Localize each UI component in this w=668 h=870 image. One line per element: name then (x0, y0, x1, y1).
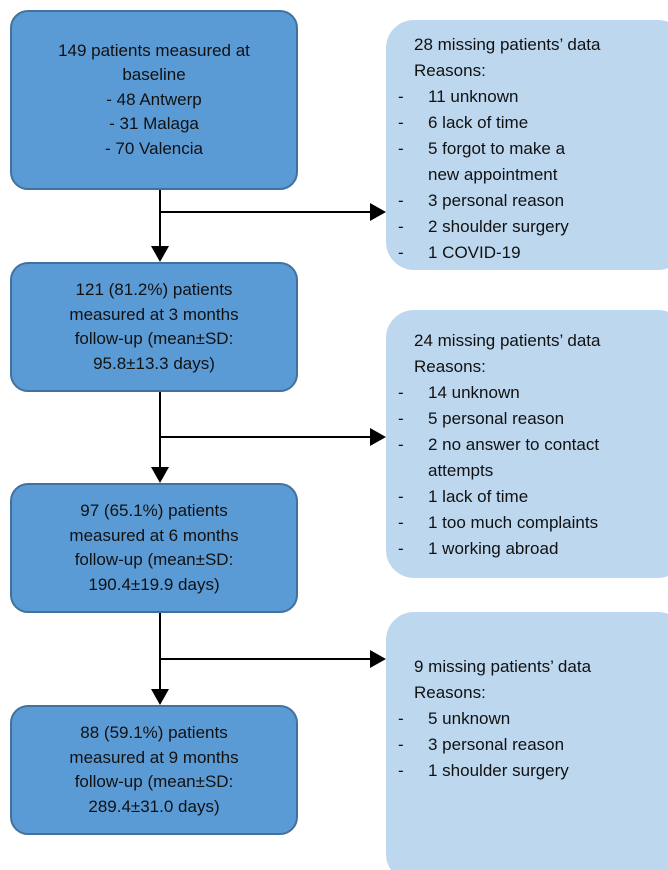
stage-text: measured at 3 months (69, 304, 239, 324)
reason-text: 3 personal reason (428, 188, 564, 214)
reason-line: 6 lack of time (428, 113, 529, 132)
bullet: - (398, 513, 404, 532)
reason-line: 2 shoulder surgery (428, 217, 569, 236)
reasons-label: Reasons: (414, 61, 486, 80)
missing-title: 24 missing patients’ data (414, 331, 601, 350)
reason-text: 5 personal reason (428, 406, 564, 432)
stage-text: - 31 Malaga (109, 114, 199, 134)
reason-item: - 14 unknown (398, 380, 668, 406)
stage-box: 149 patients measured at baseline - 48 Ant… (10, 10, 298, 190)
stage-text: measured at 9 months (69, 747, 239, 767)
reason-line: attempts (428, 461, 494, 480)
stage-text: baseline (122, 65, 186, 85)
reason-item: - 5 personal reason (398, 406, 668, 432)
stage-text: 289.4±31.0 days) (88, 796, 220, 816)
bullet: - (398, 435, 404, 454)
bullet: - (398, 761, 404, 780)
missing-title: 28 missing patients’ data (414, 35, 601, 54)
bullet: - (398, 217, 404, 236)
reason-line: 5 personal reason (428, 409, 565, 428)
stage-text: 121 (81.2%) patients (75, 280, 233, 299)
bullet: - (398, 113, 404, 132)
reason-line: 11 unknown (428, 87, 519, 106)
stage-text: follow-up (mean±SD: (74, 772, 234, 791)
reason-line: 1 working abroad (428, 539, 559, 558)
reason-line: 5 forgot to make a (428, 139, 566, 158)
stage-box: 97 (65.1%) patients measured at 6 months f… (10, 483, 298, 613)
reason-item: - 11 unknown (398, 84, 668, 110)
stage-text: follow-up (mean±SD: (74, 329, 234, 348)
stage-text: - 70 Valencia (105, 138, 203, 158)
reason-item: - 6 lack of time (398, 110, 668, 136)
stage-text: measured at 6 months (69, 525, 239, 545)
reason-text: 11 unknown (428, 84, 518, 110)
stage-box: 88 (59.1%) patients measured at 9 months f… (10, 705, 298, 835)
missing-title: 9 missing patients’ data (414, 657, 592, 676)
stage-text: 95.8±13.3 days) (93, 353, 215, 373)
reason-item: - 5 unknown (398, 706, 668, 732)
reasons-label: Reasons: (414, 683, 486, 702)
reason-item: - 3 personal reason (398, 188, 668, 214)
reason-item: - 1 working abroad (398, 536, 668, 562)
reason-text: 1 lack of time (428, 484, 528, 510)
reason-item: - 1 shoulder surgery (398, 758, 668, 784)
reason-item: - 1 COVID-19 (398, 240, 668, 266)
reason-text: 1 too much complaints (428, 510, 598, 536)
reason-line: 1 shoulder surgery (428, 761, 569, 780)
stage-text: 88 (59.1%) patients (80, 723, 228, 742)
bullet: - (398, 383, 404, 402)
bullet: - (398, 539, 404, 558)
reason-item: - 2 shoulder surgery (398, 214, 668, 240)
bullet: - (398, 487, 404, 506)
reason-line: 1 lack of time (428, 487, 529, 506)
reason-text: 6 lack of time (428, 110, 528, 136)
reasons-label: Reasons: (414, 357, 486, 376)
bullet: - (398, 409, 404, 428)
missing-box: 9 missing patients’ data Reasons: -5 unkno… (386, 612, 668, 870)
reason-line: 5 unknown (428, 709, 511, 728)
reason-text: 2 shoulder surgery (428, 214, 569, 240)
reason-item: - 1 too much complaints (398, 510, 668, 536)
reason-text: 5 forgot to make a new appointment (428, 136, 565, 188)
missing-box: 28 missing patients’ data Reasons: -11 unk… (386, 20, 668, 270)
reason-text: 1 shoulder surgery (428, 758, 569, 784)
reason-text: 1 COVID-19 (428, 240, 521, 266)
reason-line: 1 COVID-19 (428, 243, 521, 262)
reason-text: 5 unknown (428, 706, 510, 732)
reason-item: - 1 lack of time (398, 484, 668, 510)
reason-item: - 2 no answer to contact attempts (398, 432, 668, 484)
missing-box: 24 missing patients’ data Reasons: -14 unk… (386, 310, 668, 578)
stage-text: 97 (65.1%) patients (80, 501, 228, 520)
reason-text: 1 working abroad (428, 536, 558, 562)
bullet: - (398, 87, 404, 106)
bullet: - (398, 191, 404, 210)
reason-text: 14 unknown (428, 380, 520, 406)
stage-text: - 48 Antwerp (106, 89, 202, 109)
reason-line: 1 too much complaints (428, 513, 599, 532)
stage-box: 121 (81.2%) patients measured at 3 months… (10, 262, 298, 392)
reason-item: - 3 personal reason (398, 732, 668, 758)
bullet: - (398, 709, 404, 728)
reason-line: new appointment (428, 165, 558, 184)
reason-line: 2 no answer to contact (428, 435, 600, 454)
bullet: - (398, 735, 404, 754)
stage-text: 149 patients measured at (58, 40, 250, 60)
bullet: - (398, 139, 404, 158)
stage-text: 190.4±19.9 days) (88, 574, 220, 594)
reason-item: - 5 forgot to make a new appointment (398, 136, 668, 188)
reason-line: 3 personal reason (428, 191, 565, 210)
bullet: - (398, 243, 404, 262)
reason-text: 2 no answer to contact attempts (428, 432, 599, 484)
stage-text: follow-up (mean±SD: (74, 550, 234, 569)
reason-line: 3 personal reason (428, 735, 565, 754)
reason-text: 3 personal reason (428, 732, 564, 758)
reason-line: 14 unknown (428, 383, 520, 402)
